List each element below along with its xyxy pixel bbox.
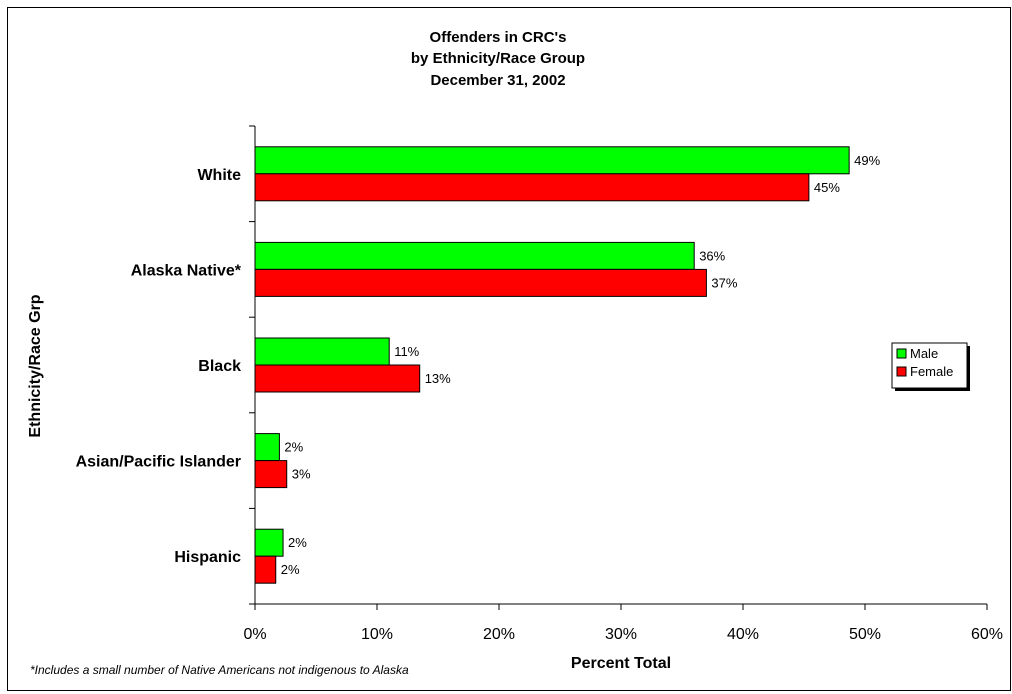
x-tick-label: 10% bbox=[361, 626, 393, 643]
data-label: 49% bbox=[854, 153, 880, 168]
chart-title-line-1: Offenders in CRC's bbox=[430, 29, 567, 46]
category-label: White bbox=[197, 167, 241, 184]
chart-title-line-3: December 31, 2002 bbox=[430, 72, 565, 89]
x-tick-label: 20% bbox=[483, 626, 515, 643]
bar-female bbox=[254, 364, 421, 393]
data-label: 45% bbox=[814, 180, 840, 195]
data-label: 2% bbox=[288, 535, 307, 550]
legend-swatch-male bbox=[896, 348, 907, 359]
x-tick-label: 60% bbox=[971, 626, 1003, 643]
legend-swatch-female bbox=[896, 366, 907, 377]
data-label: 3% bbox=[292, 467, 311, 482]
legend-label-female: Female bbox=[910, 364, 953, 379]
category-label: Asian/Pacific Islander bbox=[76, 454, 241, 471]
data-label: 2% bbox=[281, 562, 300, 577]
x-axis-title: Percent Total bbox=[571, 655, 671, 672]
x-tick-label: 50% bbox=[849, 626, 881, 643]
bar-male bbox=[254, 146, 850, 175]
legend: Male Female bbox=[891, 342, 970, 391]
category-label: Alaska Native* bbox=[131, 262, 242, 279]
footnote: *Includes a small number of Native Ameri… bbox=[30, 663, 409, 677]
bar-female bbox=[254, 555, 277, 584]
legend-box bbox=[891, 342, 968, 389]
bar-male bbox=[254, 241, 695, 270]
data-label: 13% bbox=[425, 371, 451, 386]
x-tick-label: 40% bbox=[727, 626, 759, 643]
bar-male bbox=[254, 337, 390, 366]
bar-female bbox=[254, 460, 288, 489]
chart-frame bbox=[7, 7, 1011, 691]
legend-label-male: Male bbox=[910, 346, 938, 361]
y-axis-title: Ethnicity/Race Grp bbox=[27, 294, 44, 437]
bar-male bbox=[254, 528, 284, 557]
category-label: Hispanic bbox=[174, 549, 241, 566]
data-label: 37% bbox=[711, 275, 737, 290]
bar-female bbox=[254, 268, 707, 297]
bar-male bbox=[254, 433, 280, 462]
chart-title-line-2: by Ethnicity/Race Group bbox=[411, 50, 585, 67]
category-label: Black bbox=[198, 358, 241, 375]
data-label: 11% bbox=[394, 344, 419, 359]
x-tick-label: 30% bbox=[605, 626, 637, 643]
bar-female bbox=[254, 173, 810, 202]
data-label: 36% bbox=[699, 248, 725, 263]
x-tick-label: 0% bbox=[243, 626, 266, 643]
plot-area: 0% 10% 20% 30% 40% 50% 60% White 49% 45% Alaska Na… bbox=[76, 125, 1003, 643]
data-label: 2% bbox=[284, 440, 303, 455]
chart-title: Offenders in CRC's by Ethnicity/Race Gro… bbox=[411, 29, 585, 89]
